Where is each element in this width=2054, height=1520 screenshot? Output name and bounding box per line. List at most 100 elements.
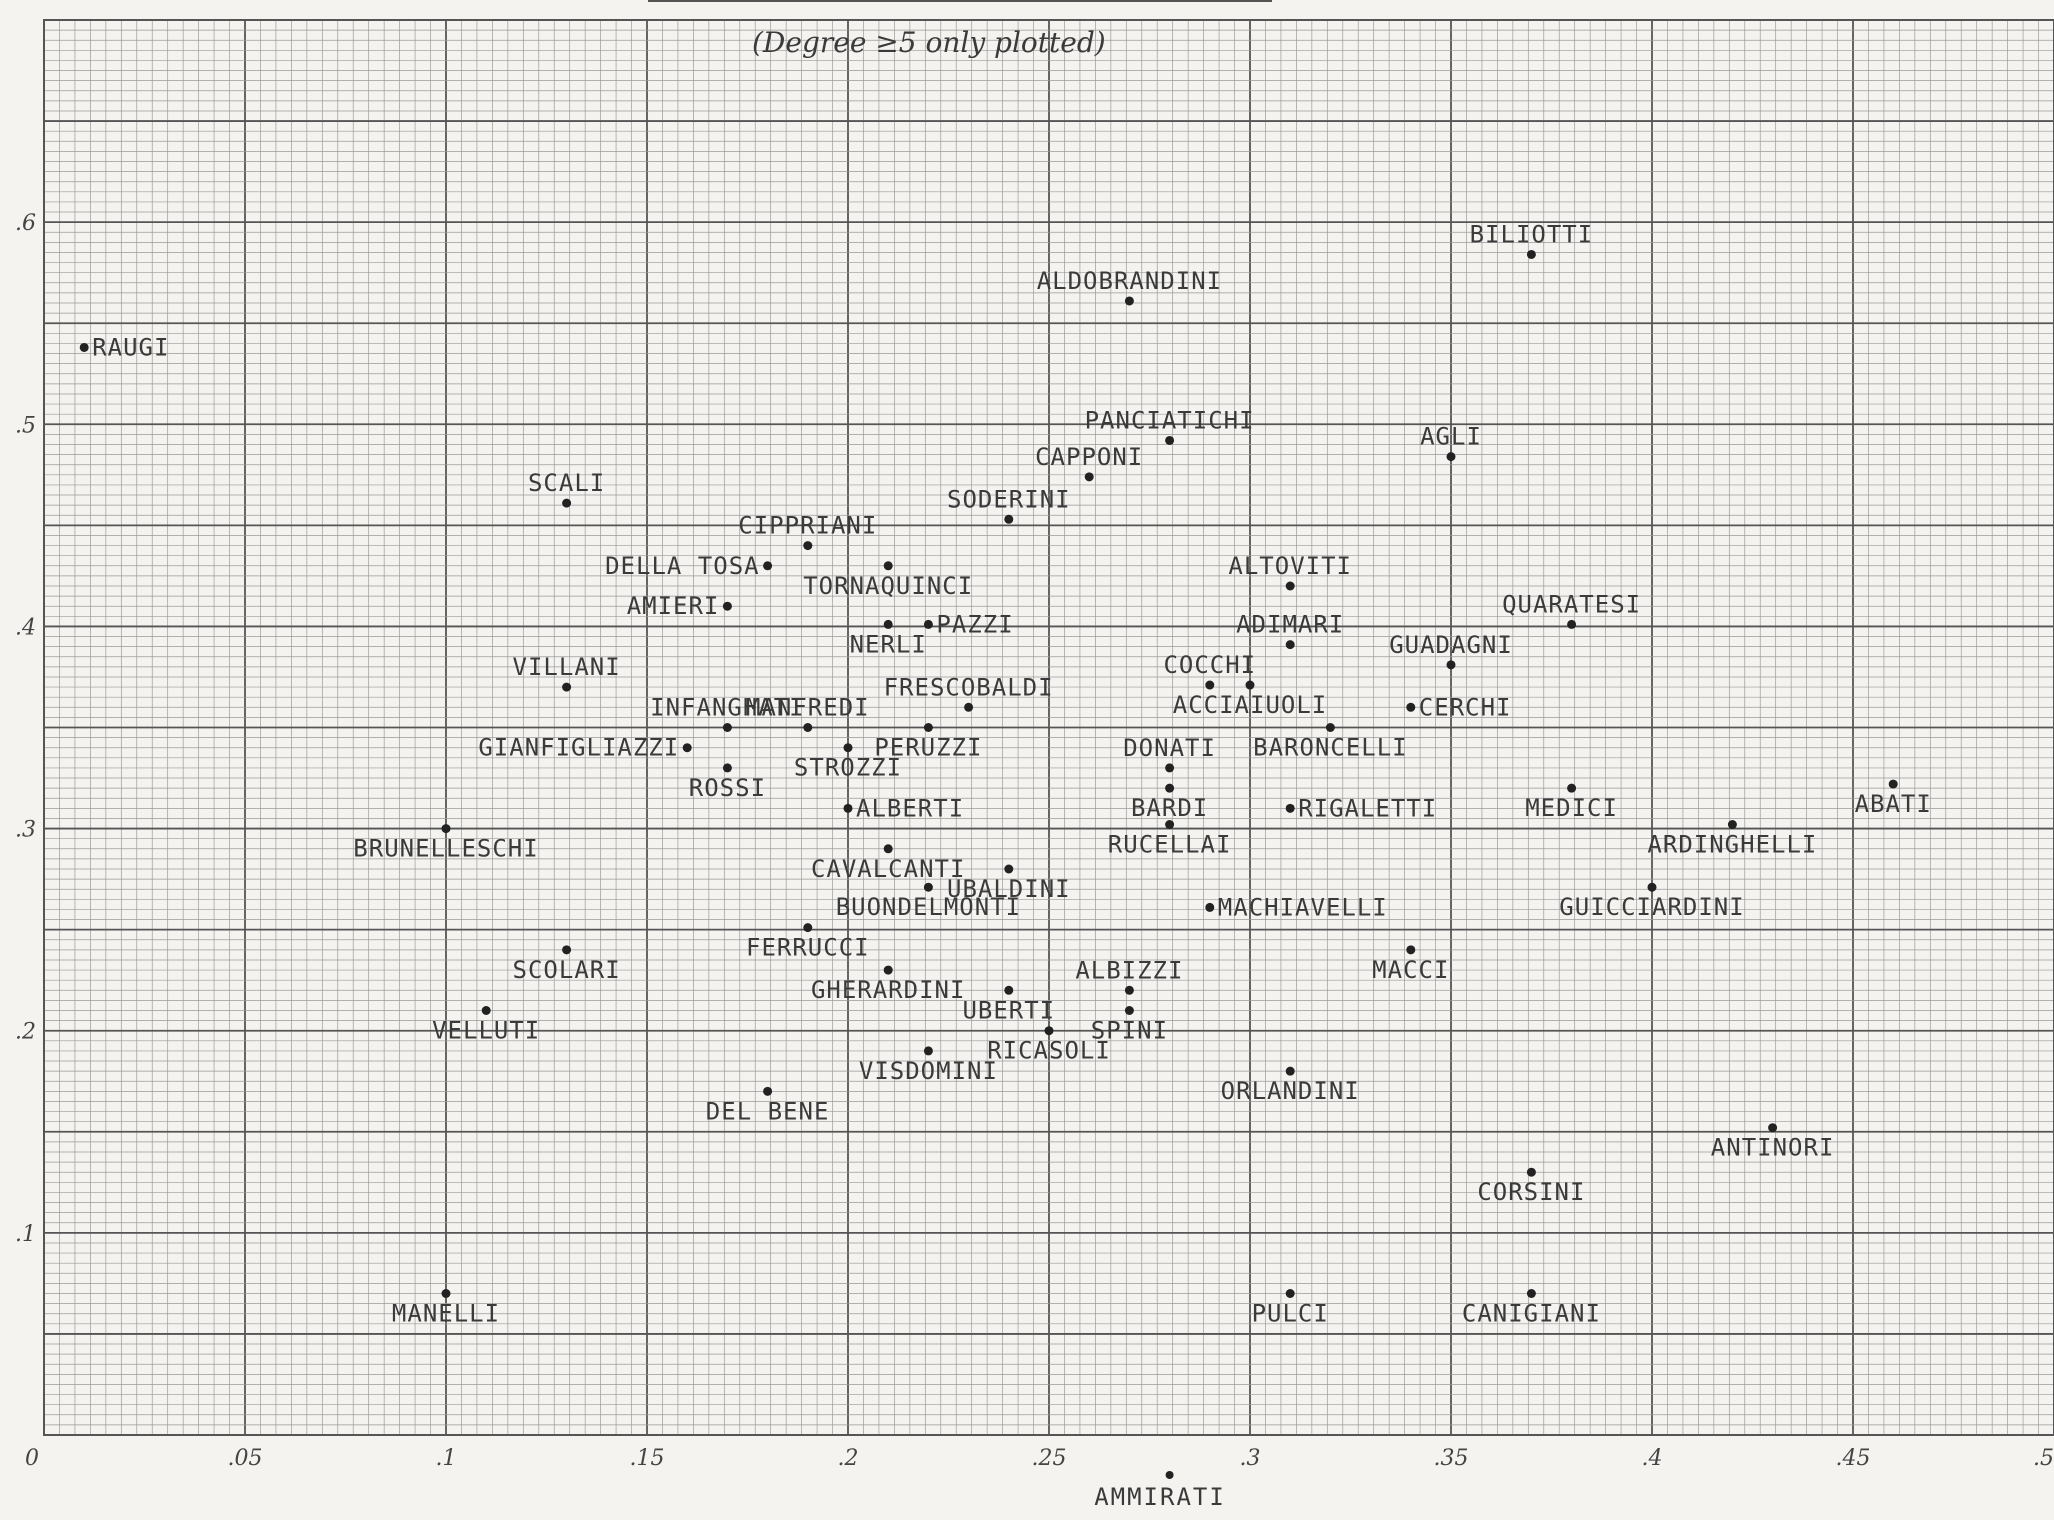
point-marker <box>79 342 89 352</box>
data-point: SCALI <box>528 469 604 508</box>
point-label: CANIGIANI <box>1462 1300 1601 1328</box>
point-marker <box>763 1086 773 1096</box>
point-label: CAVALCANTI <box>811 855 966 883</box>
point-label: RIGALETTI <box>1298 794 1437 822</box>
point-marker <box>1285 640 1295 650</box>
x-tick-label: 0 <box>25 1446 39 1471</box>
data-point: COCCHI <box>1163 651 1255 690</box>
point-label: BARDI <box>1131 794 1208 822</box>
data-point: ALBERTI <box>843 794 964 822</box>
y-tick-label: .6 <box>15 211 36 236</box>
point-marker <box>1205 902 1215 912</box>
data-point: MEDICI <box>1525 783 1617 822</box>
point-label: PULCI <box>1252 1300 1329 1328</box>
x-tick-label: .3 <box>1240 1446 1261 1471</box>
data-point: MACHIAVELLI <box>1205 893 1387 921</box>
point-label: ALTOVITI <box>1228 552 1352 580</box>
x-tick-label: .2 <box>838 1446 859 1471</box>
data-point: AMIERI <box>627 592 732 620</box>
point-marker <box>843 743 853 753</box>
point-marker <box>803 541 813 551</box>
point-marker <box>1165 820 1175 830</box>
point-label: CERCHI <box>1419 693 1512 721</box>
data-point: MANFREDI <box>746 694 869 732</box>
point-marker <box>1446 660 1456 670</box>
data-point: ARDINGHELLI <box>1647 820 1816 859</box>
y-tick-label: .2 <box>15 1020 36 1045</box>
point-label: SPINI <box>1091 1017 1168 1045</box>
point-label: STROZZI <box>794 754 902 782</box>
data-point: PERUZZI <box>874 723 982 762</box>
point-label: RUCELLAI <box>1108 831 1232 859</box>
data-point: RAUGI <box>79 333 169 361</box>
point-marker <box>1526 1167 1536 1177</box>
data-point: CANIGIANI <box>1462 1289 1601 1328</box>
y-tick-label: .4 <box>15 615 36 640</box>
x-tick-label: .05 <box>228 1446 263 1471</box>
point-label: ALBERTI <box>856 794 964 822</box>
point-marker <box>803 923 813 933</box>
data-point: BARDI <box>1131 783 1208 822</box>
point-label: ALDOBRANDINI <box>1037 267 1222 295</box>
point-label: CIPPRIANI <box>738 512 877 540</box>
point-label: BUONDELMONTI <box>836 893 1021 921</box>
point-label: FERRUCCI <box>746 934 870 962</box>
point-label: GUADAGNI <box>1389 631 1513 659</box>
point-marker <box>923 723 933 732</box>
data-point: QUARATESI <box>1502 590 1640 629</box>
x-tick-label: .4 <box>1642 1446 1663 1471</box>
point-label: PAZZI <box>936 610 1013 638</box>
plot-frame <box>43 19 2054 1436</box>
data-point: FERRUCCI <box>746 923 870 962</box>
point-label: DEL BENE <box>706 1097 830 1125</box>
point-label: BARONCELLI <box>1253 734 1408 762</box>
point-marker <box>1285 1289 1295 1298</box>
point-label: SODERINI <box>947 485 1071 513</box>
data-point: VISDOMINI <box>859 1046 997 1085</box>
point-marker <box>1124 296 1134 306</box>
point-label: RAUGI <box>92 333 169 361</box>
point-label: DONATI <box>1123 734 1216 762</box>
data-point: GHERARDINI <box>811 965 964 1004</box>
point-label: AGLI <box>1420 423 1482 451</box>
x-tick-label: .5 <box>2033 1446 2054 1471</box>
point-marker <box>1727 820 1737 830</box>
point-label: MACCI <box>1372 956 1449 984</box>
point-marker <box>562 498 572 508</box>
data-point: RIGALETTI <box>1285 794 1437 822</box>
point-marker <box>1526 249 1536 259</box>
data-point: RICASOLI <box>987 1026 1110 1065</box>
data-point: PULCI <box>1252 1289 1329 1328</box>
point-label: BRUNELLESCHI <box>353 835 538 863</box>
point-marker <box>883 561 893 571</box>
x-axis-family-point <box>1165 1471 1174 1479</box>
point-marker <box>1325 723 1335 732</box>
graph-paper-grid <box>43 19 2054 1436</box>
y-tick-label: .5 <box>15 413 36 438</box>
data-point: VELLUTI <box>432 1006 540 1045</box>
point-label: PANCIATICHI <box>1085 406 1255 434</box>
point-label: FRESCOBALDI <box>884 673 1054 701</box>
data-point: RUCELLAI <box>1108 820 1232 859</box>
point-marker <box>562 682 572 692</box>
point-label: BILIOTTI <box>1470 220 1594 248</box>
point-label: ADIMARI <box>1236 611 1344 639</box>
point-label: ALBIZZI <box>1075 956 1183 984</box>
point-label: VELLUTI <box>432 1017 540 1045</box>
data-point: CORSINI <box>1477 1167 1584 1206</box>
point-marker <box>1165 435 1175 445</box>
data-point: UBALDINI <box>947 864 1070 903</box>
data-point: SPINI <box>1091 1006 1168 1045</box>
point-marker <box>923 1046 933 1056</box>
data-point: ABATI <box>1855 779 1931 818</box>
point-marker <box>1406 945 1416 955</box>
data-points: RAUGI BILIOTTI ALDOBRANDINI PANCIATICHI AGLI… <box>79 220 1931 1328</box>
data-point: MACCI <box>1372 945 1449 984</box>
point-label: PERUZZI <box>874 734 982 762</box>
data-point: ALDOBRANDINI <box>1037 267 1222 306</box>
point-label: UBERTI <box>962 996 1055 1024</box>
point-marker <box>722 763 732 773</box>
point-label: VILLANI <box>513 653 621 681</box>
point-label: ORLANDINI <box>1221 1077 1360 1105</box>
